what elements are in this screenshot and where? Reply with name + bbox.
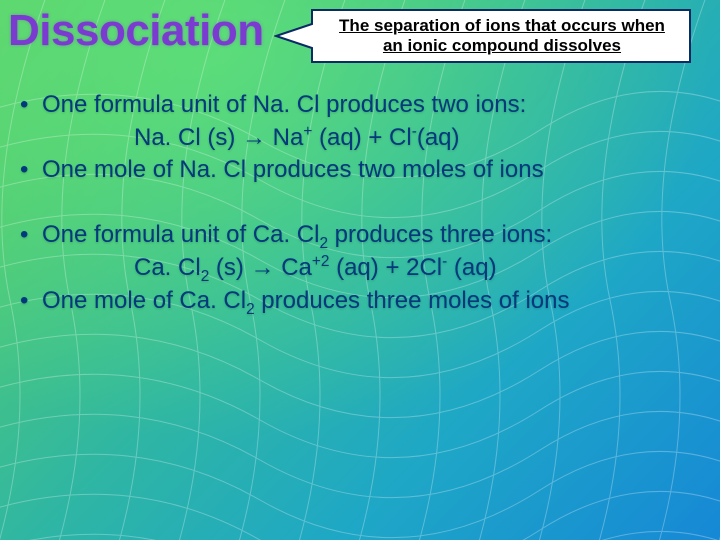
callout-line2: an ionic compound dissolves — [383, 36, 621, 55]
definition-callout: The separation of ions that occurs when … — [274, 8, 694, 66]
equation-line: Na. Cl (s) → Na+ (aq) + Cl-(aq) — [14, 123, 706, 154]
callout-line1: The separation of ions that occurs when — [339, 16, 665, 35]
bullet-item: One mole of Ca. Cl2 produces three moles… — [14, 286, 706, 317]
bullet-item: One formula unit of Na. Cl produces two … — [14, 90, 706, 121]
slide-title: Dissociation — [8, 6, 264, 56]
bullet-list: One formula unit of Na. Cl produces two … — [14, 90, 706, 316]
bullet-item: One mole of Na. Cl produces two moles of… — [14, 155, 706, 186]
bullet-item: One formula unit of Ca. Cl2 produces thr… — [14, 220, 706, 251]
spacer — [14, 188, 706, 220]
body-content: One formula unit of Na. Cl produces two … — [14, 90, 706, 318]
equation-line: Ca. Cl2 (s) → Ca+2 (aq) + 2Cl- (aq) — [14, 253, 706, 284]
callout-text: The separation of ions that occurs when … — [320, 16, 684, 57]
